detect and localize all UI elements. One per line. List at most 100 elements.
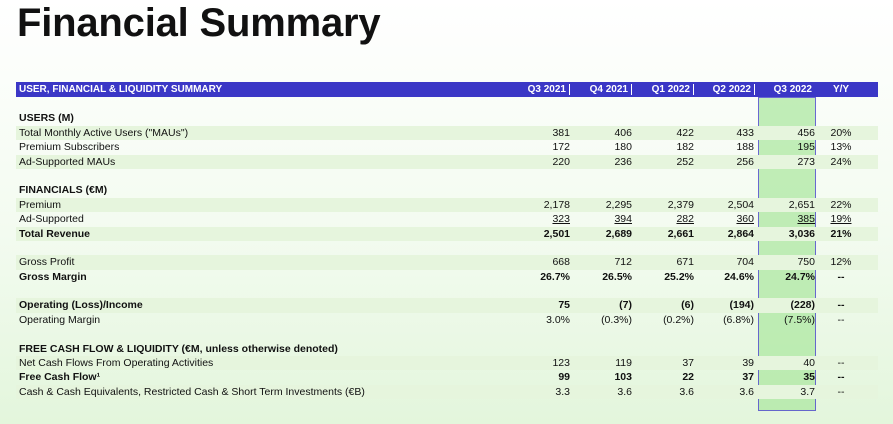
page-title: Financial Summary — [17, 1, 381, 45]
cell: 220 — [552, 155, 570, 168]
cell: 21% — [830, 227, 852, 240]
cell: 22% — [830, 198, 852, 211]
cell: 24.6% — [724, 270, 754, 283]
cell: 2,661 — [667, 227, 694, 240]
cell: (228) — [790, 299, 815, 312]
table-row: Total Monthly Active Users ("MAUs") 381 … — [16, 125, 878, 141]
cell: (7.5%) — [784, 313, 815, 326]
cell: (7) — [619, 299, 632, 312]
col-header-yy: Y/Y — [832, 84, 850, 95]
cell: (0.2%) — [663, 313, 694, 326]
table-row: Gross Margin 26.7% 26.5% 25.2% 24.6% 24.… — [16, 270, 878, 284]
cell: -- — [837, 299, 845, 312]
cell: -- — [837, 385, 845, 398]
cell: 180 — [614, 141, 632, 154]
row-label: Total Revenue — [19, 227, 90, 240]
cell: 195 — [797, 141, 815, 154]
cell: 3,036 — [788, 227, 815, 240]
row-label: Total Monthly Active Users ("MAUs") — [19, 126, 189, 139]
cell: 3.3 — [555, 385, 570, 398]
cell: 236 — [614, 155, 632, 168]
col-header-q3-2021: Q3 2021 — [510, 84, 570, 95]
table-row: Total Revenue 2,501 2,689 2,661 2,864 3,… — [16, 226, 878, 241]
cell: 119 — [615, 357, 632, 370]
cell: 422 — [676, 126, 694, 139]
row-label: Ad-Supported MAUs — [19, 155, 116, 168]
cell: 252 — [676, 155, 694, 168]
cell: 22 — [682, 371, 694, 384]
cell: 19% — [830, 213, 852, 226]
row-label: Free Cash Flow¹ — [19, 371, 101, 384]
cell: 2,379 — [667, 198, 694, 211]
cell: 26.7% — [540, 270, 570, 283]
cell: 456 — [797, 126, 815, 139]
cell: 13% — [830, 141, 852, 154]
table-row: Premium Subscribers 172 180 182 188 195 … — [16, 140, 878, 154]
cell: 360 — [736, 213, 754, 226]
cell: 3.6 — [739, 385, 754, 398]
cell: 282 — [676, 213, 694, 226]
section-financials: FINANCIALS (€M) — [16, 183, 878, 197]
col-header-q3-2022: Q3 2022 — [773, 84, 812, 95]
table-row: Cash & Cash Equivalents, Restricted Cash… — [16, 384, 878, 400]
table-row: Ad-Supported 323 394 282 360 385 19% — [16, 212, 878, 226]
cell: 273 — [797, 155, 815, 168]
table-row: Operating (Loss)/Income 75 (7) (6) (194)… — [16, 298, 878, 313]
table-row: Gross Profit 668 712 671 704 750 12% — [16, 255, 878, 270]
cell: 323 — [552, 213, 570, 226]
cell: 25.2% — [664, 270, 694, 283]
row-label: Operating (Loss)/Income — [19, 299, 143, 312]
cell: -- — [837, 357, 845, 370]
cell: 2,295 — [605, 198, 632, 211]
summary-table: USER, FINANCIAL & LIQUIDITY SUMMARY Q3 2… — [16, 82, 878, 400]
cell: 24.7% — [785, 270, 815, 283]
cell: 433 — [736, 126, 754, 139]
col-header-q4-2021: Q4 2021 — [572, 84, 632, 95]
cell: 2,651 — [788, 198, 815, 211]
table-row: Premium 2,178 2,295 2,379 2,504 2,651 22… — [16, 197, 878, 213]
cell: 704 — [736, 256, 754, 269]
cell: 37 — [682, 357, 694, 370]
cell: 172 — [552, 141, 570, 154]
table-row: Operating Margin 3.0% (0.3%) (0.2%) (6.8… — [16, 313, 878, 327]
cell: 35 — [803, 371, 815, 384]
row-label: Ad-Supported — [19, 213, 84, 226]
cell: (0.3%) — [601, 313, 632, 326]
cell: 381 — [552, 126, 570, 139]
cell: 3.6 — [679, 385, 694, 398]
row-label: Premium Subscribers — [19, 141, 120, 154]
row-label: Premium — [19, 198, 62, 211]
row-label: Net Cash Flows From Operating Activities — [19, 357, 214, 370]
section-label: USERS (M) — [19, 112, 74, 125]
table-row: Net Cash Flows From Operating Activities… — [16, 356, 878, 371]
cell: 103 — [614, 371, 632, 384]
section-free-cash-flow: FREE CASH FLOW & LIQUIDITY (€M, unless o… — [16, 342, 878, 356]
cell: 385 — [797, 213, 815, 226]
cell: 2,504 — [727, 198, 754, 211]
cell: 394 — [614, 213, 632, 226]
cell: (6.8%) — [723, 313, 754, 326]
table-row: Ad-Supported MAUs 220 236 252 256 273 24… — [16, 154, 878, 169]
cell: 750 — [797, 256, 815, 269]
cell: 668 — [552, 256, 570, 269]
table-row: Free Cash Flow¹ 99 103 22 37 35 -- — [16, 370, 878, 384]
cell: 3.6 — [617, 385, 632, 398]
cell: 24% — [830, 155, 852, 168]
cell: 256 — [736, 155, 754, 168]
cell: 26.5% — [602, 270, 632, 283]
row-label: Cash & Cash Equivalents, Restricted Cash… — [19, 385, 365, 398]
cell: 39 — [742, 357, 754, 370]
cell: -- — [837, 371, 845, 384]
cell: 671 — [676, 256, 694, 269]
cell: 99 — [558, 371, 570, 384]
table-header-row: USER, FINANCIAL & LIQUIDITY SUMMARY Q3 2… — [16, 82, 878, 97]
cell: -- — [837, 313, 845, 326]
cell: 40 — [803, 357, 815, 370]
section-label: FINANCIALS (€M) — [19, 184, 108, 197]
cell: 123 — [552, 357, 570, 370]
col-header-q2-2022: Q2 2022 — [695, 84, 755, 95]
section-label: FREE CASH FLOW & LIQUIDITY (€M, unless o… — [19, 342, 338, 355]
cell: 2,864 — [727, 227, 754, 240]
cell: 37 — [742, 371, 754, 384]
cell: 3.0% — [546, 313, 570, 326]
